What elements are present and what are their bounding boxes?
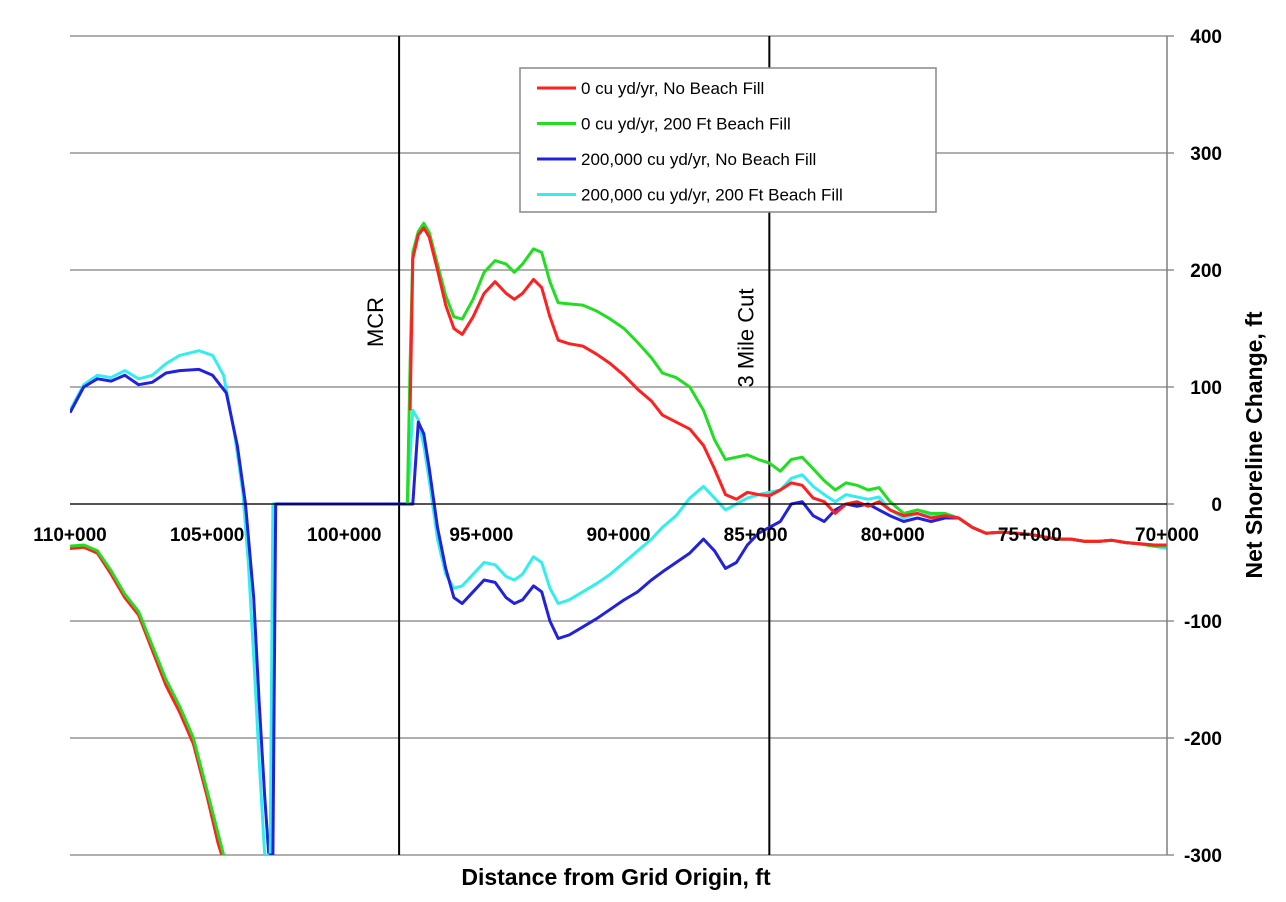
y-tick-label-6: -200: [1184, 729, 1222, 750]
x-tick-label-3: 95+000: [449, 525, 513, 546]
series-line-1-left: [70, 543, 226, 855]
x-tick-label-8: 70+000: [1135, 525, 1199, 546]
y-tick-label-7: -300: [1184, 846, 1222, 867]
legend-label-2: 200,000 cu yd/yr, No Beach Fill: [581, 150, 816, 169]
y-tick-labels: 400 300 200 100 0 -100 -200 -300: [1184, 27, 1222, 867]
x-axis-title: Distance from Grid Origin, ft: [461, 864, 771, 890]
x-tick-label-1: 105+000: [170, 525, 245, 546]
y-tick-label-2: 200: [1190, 261, 1222, 282]
series-line-1-right: [405, 221, 1167, 548]
vertical-markers: MCR 3 Mile Cut: [363, 36, 771, 855]
legend: 0 cu yd/yr, No Beach Fill 0 cu yd/yr, 200…: [519, 67, 937, 213]
x-tick-label-7: 75+000: [998, 525, 1062, 546]
series-line-0-left: [70, 545, 224, 855]
axes: [70, 35, 1174, 856]
y-axis-title: Net Shoreline Change, ft: [1241, 311, 1267, 578]
series-lines: [70, 221, 1167, 855]
legend-label-0: 0 cu yd/yr, No Beach Fill: [581, 79, 764, 98]
y-tick-label-4: 0: [1211, 495, 1222, 516]
series-line-2-right: [268, 420, 1167, 855]
y-tick-label-5: -100: [1184, 612, 1222, 633]
marker-label-0: MCR: [363, 297, 388, 347]
series-line-3-left: [70, 349, 267, 855]
marker-label-1: 3 Mile Cut: [733, 288, 758, 387]
series-line-2-left: [70, 367, 271, 855]
legend-label-3: 200,000 cu yd/yr, 200 Ft Beach Fill: [581, 186, 843, 205]
x-tick-label-4: 90+000: [587, 525, 651, 546]
x-tick-labels: 110+000 105+000 100+000 95+000 90+000 85+000 8…: [33, 525, 1199, 546]
legend-label-1: 0 cu yd/yr, 200 Ft Beach Fill: [581, 115, 791, 134]
legend-box: [519, 67, 937, 213]
x-tick-label-6: 80+000: [861, 525, 925, 546]
y-tick-label-1: 300: [1190, 144, 1222, 165]
y-tick-label-3: 100: [1190, 378, 1222, 399]
x-tick-label-0: 110+000: [33, 525, 106, 546]
x-tick-label-5: 85+000: [724, 525, 788, 546]
x-tick-label-2: 100+000: [307, 525, 382, 546]
y-tick-label-0: 400: [1190, 27, 1222, 48]
series-line-0-right: [408, 226, 1167, 547]
